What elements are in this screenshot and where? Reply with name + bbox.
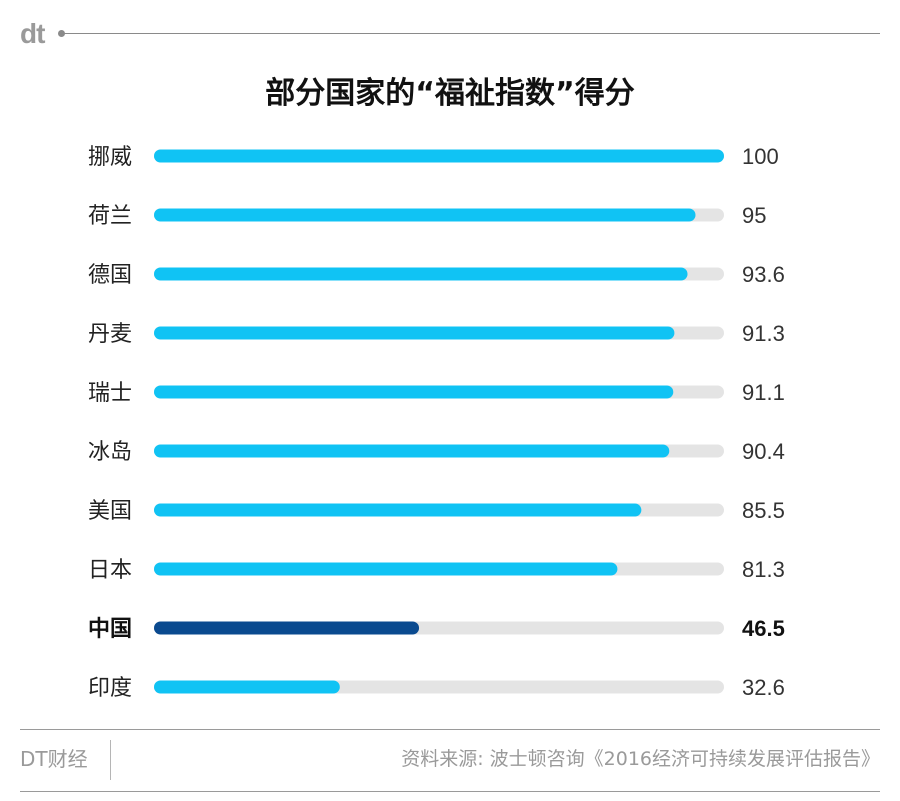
bar-row: 美国 85.5	[88, 498, 785, 524]
category-label: 挪威	[88, 145, 132, 170]
bar-row: 印度 32.6	[88, 675, 785, 701]
category-label: 德国	[88, 263, 132, 288]
header-rule-dot	[58, 30, 65, 37]
bar-row: 日本 81.3	[88, 557, 785, 583]
bar	[154, 621, 420, 635]
category-label: 丹麦	[88, 322, 132, 347]
value-label: 91.3	[742, 321, 785, 346]
footer-brand: DT财经	[20, 747, 88, 771]
value-label: 90.4	[742, 439, 785, 464]
bar-row: 丹麦 91.3	[88, 321, 785, 347]
value-label: 85.5	[742, 498, 785, 523]
chart-title: 部分国家的“福祉指数”得分	[265, 76, 635, 111]
bar	[154, 267, 688, 281]
bar	[154, 503, 642, 517]
category-label: 荷兰	[88, 204, 132, 229]
bar-row: 瑞士 91.1	[88, 380, 785, 406]
value-label: 81.3	[742, 557, 785, 582]
value-label: 32.6	[742, 675, 785, 700]
value-label: 95	[742, 203, 766, 228]
bar	[154, 385, 674, 399]
footer-source: 资料来源: 波士顿咨询《2016经济可持续发展评估报告》	[401, 748, 880, 770]
value-label: 91.1	[742, 380, 785, 405]
bar-row: 冰岛 90.4	[88, 439, 785, 465]
bar	[154, 444, 670, 458]
bar	[154, 680, 340, 694]
bar	[154, 562, 618, 576]
value-label: 93.6	[742, 262, 785, 287]
bar-row: 挪威 100	[88, 144, 779, 170]
bar	[154, 149, 724, 163]
category-label: 印度	[88, 676, 132, 701]
category-label: 中国	[88, 617, 132, 642]
header-rule	[62, 33, 880, 34]
category-label: 冰岛	[88, 440, 132, 465]
footer-separator	[110, 740, 111, 780]
bar-row: 德国 93.6	[88, 262, 785, 288]
category-label: 日本	[88, 558, 132, 583]
bar	[154, 208, 696, 222]
footer-rule-bottom	[20, 791, 880, 792]
bar-row: 中国 46.5	[88, 616, 785, 642]
value-label: 46.5	[742, 616, 785, 641]
bar-row: 荷兰 95	[88, 203, 766, 229]
footer-rule-top	[20, 729, 880, 730]
bar	[154, 326, 675, 340]
category-label: 美国	[88, 499, 132, 524]
value-label: 100	[742, 144, 779, 169]
dt-logo: dt	[20, 18, 45, 49]
category-label: 瑞士	[88, 381, 132, 406]
